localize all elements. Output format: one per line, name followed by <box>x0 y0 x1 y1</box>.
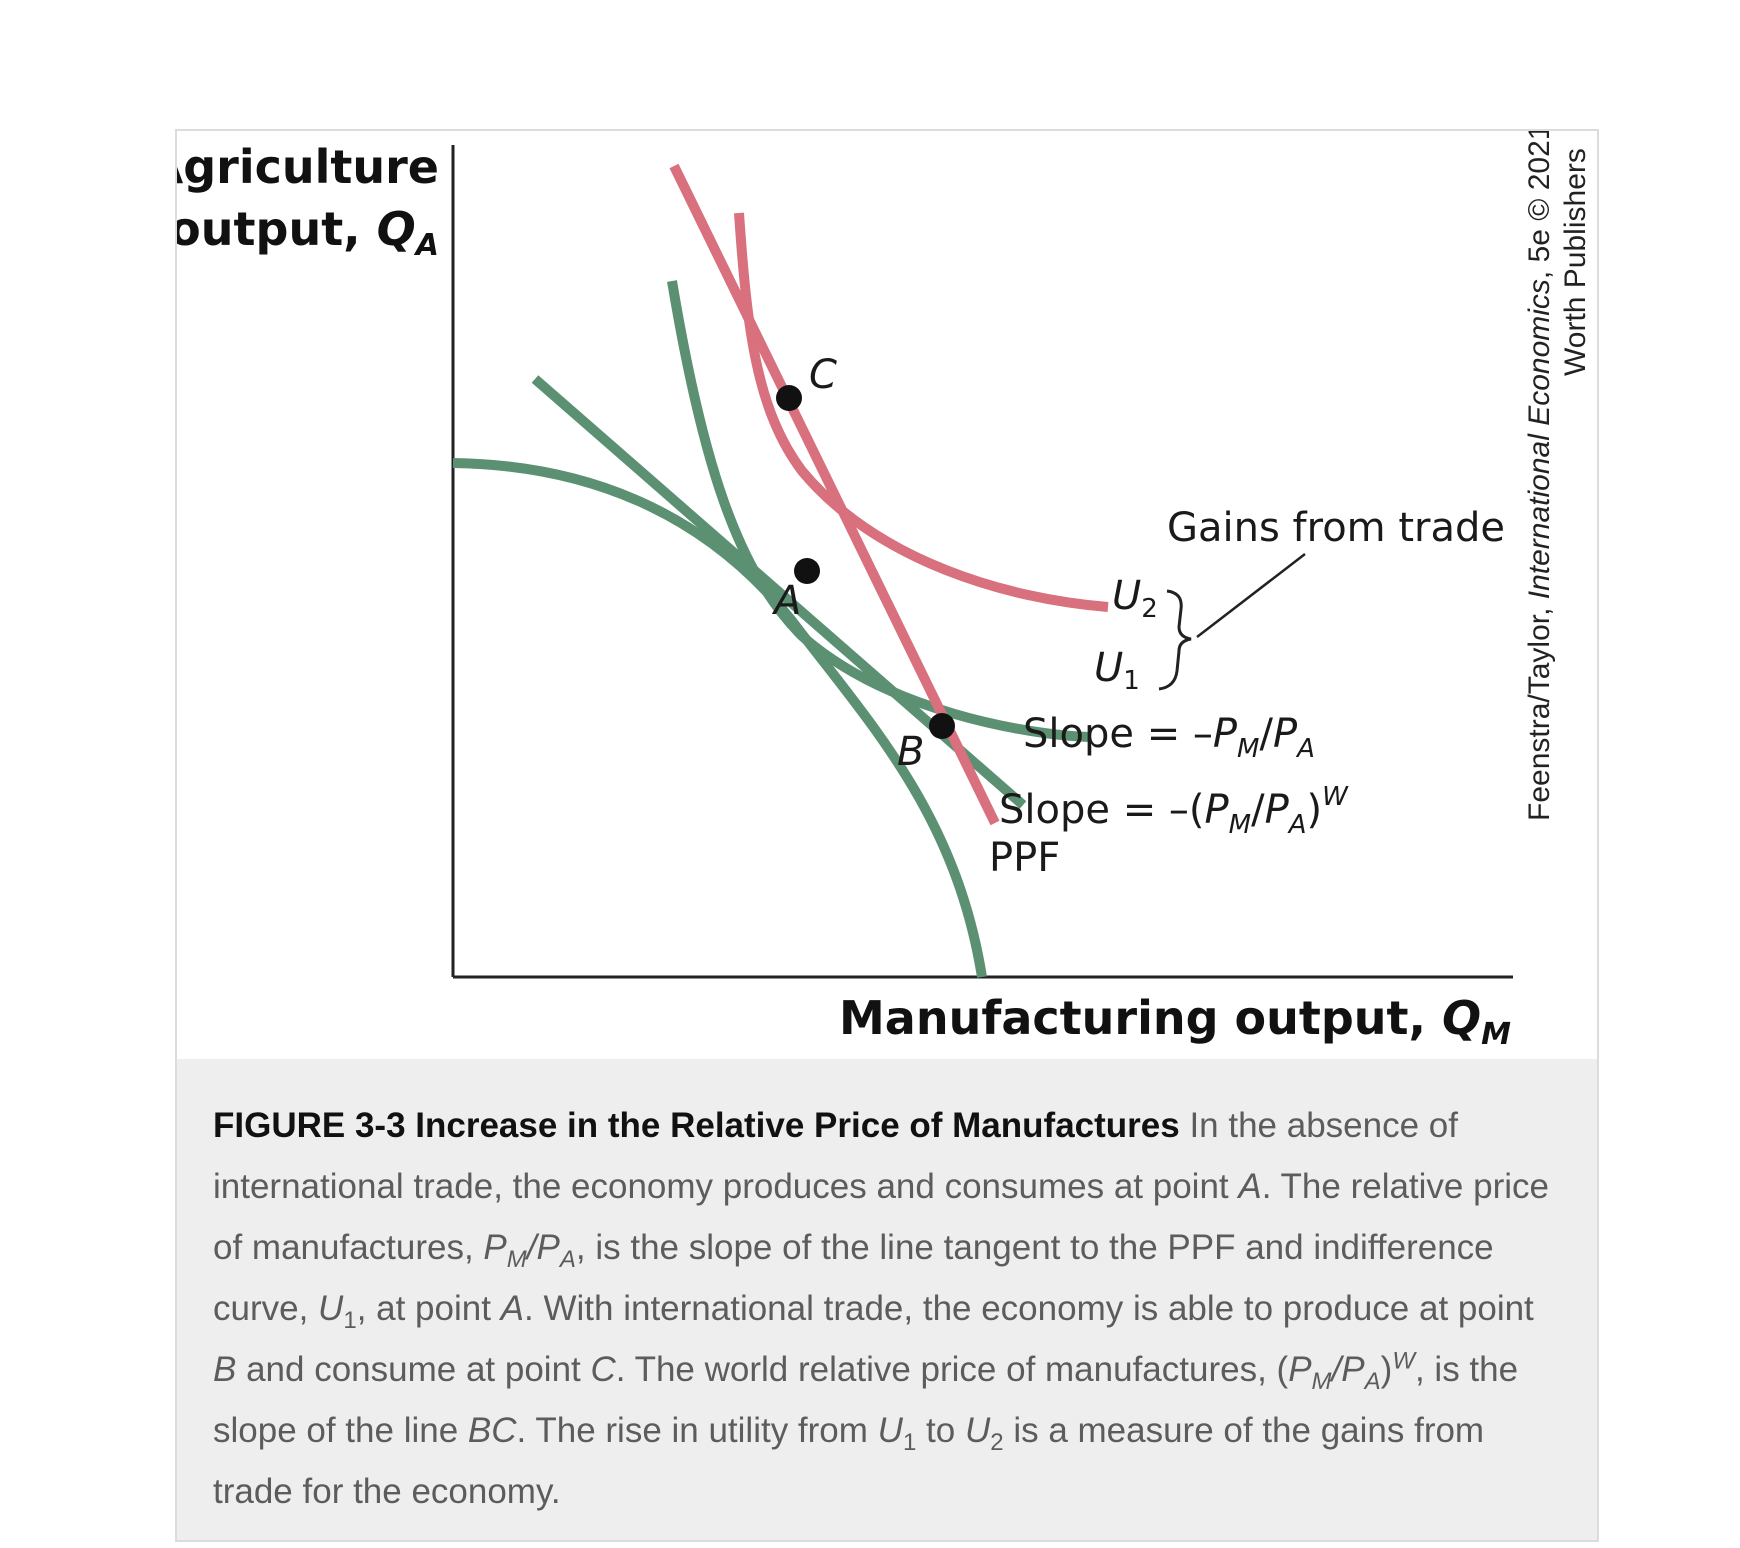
slope-domestic-label: Slope = –PM/PA <box>1023 711 1315 764</box>
figure-caption: FIGURE 3-3 Increase in the Relative Pric… <box>213 1106 1549 1511</box>
u1-indifference-curve <box>667 280 1091 742</box>
figure-caption-panel: FIGURE 3-3 Increase in the Relative Pric… <box>177 1059 1597 1540</box>
gains-from-trade-label: Gains from trade <box>1167 505 1505 551</box>
point-a-label: A <box>771 578 801 624</box>
y-axis-title-line2: output, QA <box>177 202 439 263</box>
point-b-marker <box>929 713 955 739</box>
point-b-label: B <box>897 729 924 775</box>
ppf-curve <box>452 458 987 978</box>
point-a-marker <box>794 558 820 584</box>
gains-brace <box>1158 589 1192 691</box>
u2-label: U2 <box>1112 573 1158 624</box>
y-axis-title: Agriculture <box>177 140 439 194</box>
point-c-marker <box>776 385 802 411</box>
figure-label: FIGURE 3-3 Increase in the Relative Pric… <box>213 1106 1180 1145</box>
u1-label: U1 <box>1094 645 1140 696</box>
x-axis-title: Manufacturing output, QM <box>839 991 1511 1052</box>
publisher-credit-line2: Worth Publishers <box>1559 148 1592 376</box>
trade-diagram: Agriculture output, QA Manufacturing out… <box>177 131 1592 1052</box>
point-c-label: C <box>809 352 837 398</box>
slope-world-label: Slope = –(PM/PA)W <box>999 782 1349 840</box>
ppf-label: PPF <box>989 835 1060 881</box>
figure-container: Agriculture output, QA Manufacturing out… <box>175 129 1599 1542</box>
gains-leader-line <box>1196 553 1306 638</box>
publisher-credit-line1: Feenstra/Taylor, International Economics… <box>1523 131 1556 821</box>
